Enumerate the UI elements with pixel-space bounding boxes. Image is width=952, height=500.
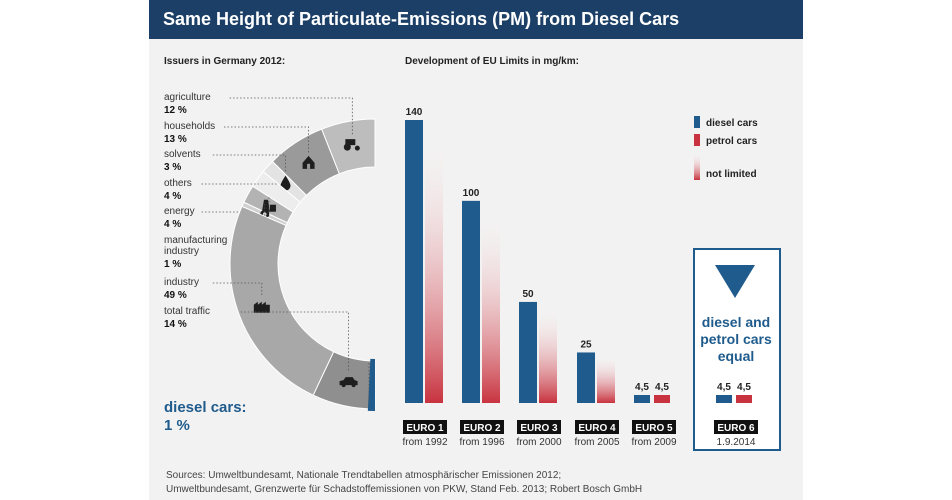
bar-diesel-value-euro-5: 4,5 [635,382,649,393]
equal-box-text-line-2: petrol cars [700,331,772,347]
bar-diesel-euro-1 [405,120,423,403]
slice-label-agriculture: agriculture [164,92,211,103]
slice-label-others: others [164,178,192,189]
category-label-euro-3: EURO 3 [520,423,558,434]
slice-value-industry: 49 % [164,290,187,301]
bar-petrol-not-limited-euro-1 [425,125,443,403]
bar-diesel-euro-4 [577,352,595,403]
diesel-cars-label: diesel cars: [164,399,247,416]
legend-label-diesel-cars: diesel cars [706,118,758,129]
slice-label-solvents: solvents [164,149,201,160]
leader-households [224,126,309,153]
bar-diesel-value-euro-4: 25 [580,339,592,350]
category-label-euro-2: EURO 2 [463,423,501,434]
bar-petrol-euro-6 [736,395,752,403]
slice-value-households: 13 % [164,134,187,145]
header-bar: Same Height of Particulate-Emissions (PM… [149,0,803,39]
bar-diesel-value-euro-6: 4,5 [717,382,731,393]
arc-highlight-diesel-cars [367,358,375,411]
equal-box-text-line-1: diesel and [702,314,770,330]
slice-label-total-traffic: total traffic [164,306,210,317]
slice-value-solvents: 3 % [164,162,182,173]
category-subtitle-euro-5: from 2009 [631,437,676,448]
bar-diesel-euro-6 [716,395,732,403]
slice-value-agriculture: 12 % [164,105,187,116]
bar-diesel-euro-5 [634,395,650,403]
power-plant-icon [261,199,276,212]
car-icon [339,377,358,388]
equal-down-arrow-icon [715,265,755,298]
slice-label-energy: energy [164,206,195,217]
category-subtitle-euro-6: 1.9.2014 [717,437,756,448]
slice-label-households: households [164,121,216,132]
slice-label-manufacturing-industry-line-1: manufacturing [164,235,228,246]
equal-box-text-line-3: equal [718,348,755,364]
bar-diesel-value-euro-3: 50 [522,289,534,300]
bar-diesel-value-euro-1: 140 [406,107,423,118]
leader-total-traffic [240,311,350,373]
bar-petrol-euro-5 [654,395,670,403]
slice-value-others: 4 % [164,191,182,202]
house-icon [302,155,315,169]
category-label-euro-1: EURO 1 [406,423,444,434]
category-label-euro-6: EURO 6 [717,423,755,434]
sources: Sources: Umweltbundesamt, Nationale Tren… [166,469,642,497]
slice-value-energy: 4 % [164,219,182,230]
leader-energy [201,195,270,213]
category-box-euro-5 [632,420,676,434]
category-box-euro-4 [575,420,619,434]
slice-value-manufacturing-industry: 1 % [164,259,182,270]
bar-diesel-value-euro-2: 100 [463,188,480,199]
bar-petrol-not-limited-euro-2 [482,204,500,403]
sources-line-1: Sources: Umweltbundesamt, Nationale Tren… [166,470,562,481]
leader-others [201,182,278,185]
bar-diesel-euro-3 [519,301,537,403]
legend-label-not-limited: not limited [706,169,757,180]
legend-swatch-petrol-cars [694,134,700,146]
category-subtitle-euro-4: from 2005 [574,437,619,448]
category-subtitle-euro-1: from 1992 [402,437,447,448]
diesel-cars-pct: 1 % [164,417,190,434]
legend-swatch-diesel-cars [694,116,700,128]
leader-solvents [212,154,286,173]
category-subtitle-euro-3: from 2000 [516,437,561,448]
slice-label-manufacturing-industry-line-2: industry [164,246,200,257]
category-box-euro-6 [714,420,758,434]
diesel-cars-callout: diesel cars: 1 % [164,399,247,435]
category-box-euro-1 [403,420,447,434]
category-label-euro-4: EURO 4 [578,423,616,434]
slice-value-total-traffic: 14 % [164,319,187,330]
legend-label-petrol-cars: petrol cars [706,136,758,147]
sources-line-2: Umweltbundesamt, Grenzwerte für Schadsto… [166,484,643,495]
drop-icon [280,175,291,191]
category-box-euro-2 [460,420,504,434]
category-subtitle-euro-2: from 1996 [459,437,504,448]
bar-petrol-value-euro-6: 4,5 [737,382,751,393]
slice-label-industry: industry [164,277,200,288]
factory-icon [253,301,270,313]
bar-petrol-not-limited-euro-4 [597,353,615,403]
tractor-icon [343,139,360,151]
bar-diesel-euro-2 [462,200,480,403]
right-section-title: Development of EU Limits in mg/km: [405,56,579,67]
left-section-title: Issuers in Germany 2012: [164,56,286,67]
page-title: Same Height of Particulate-Emissions (PM… [163,9,680,29]
bar-petrol-value-euro-5: 4,5 [655,382,669,393]
category-box-euro-3 [517,420,561,434]
category-label-euro-5: EURO 5 [635,423,673,434]
legend-swatch-not-limited [694,152,700,180]
leader-agriculture [229,97,353,136]
leader-industry [212,282,263,297]
bar-petrol-not-limited-euro-3 [539,303,557,403]
